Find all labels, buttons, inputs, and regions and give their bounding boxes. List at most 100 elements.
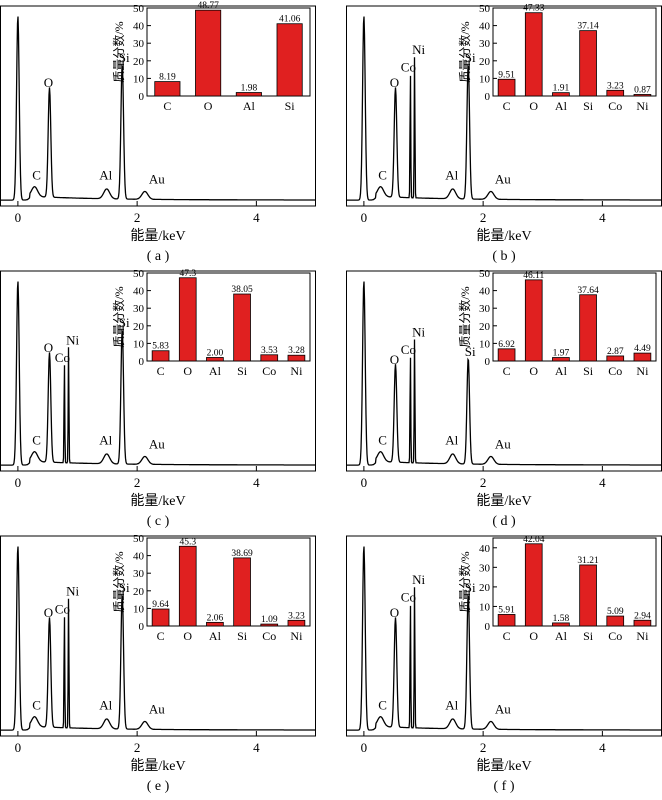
panel-e: 0 2 4能量/keV( e )CO CoNiAlSiAu01020304050质量分… [0, 533, 316, 794]
peak-label-au: Au [149, 436, 165, 451]
bar-value-label-c: 5.91 [498, 605, 515, 615]
bar-value-label-si: 37.64 [577, 286, 599, 296]
bar-value-label-si: 31.21 [577, 556, 599, 566]
inset-x-tick-label: C [503, 364, 511, 378]
bar-c [497, 348, 516, 362]
bar-value-label-ni: 3.28 [288, 346, 305, 356]
bar-si [233, 557, 251, 627]
bar-value-label-co: 1.09 [261, 615, 278, 625]
peak-label-o: O [44, 340, 53, 355]
bar-value-label-o: 46.11 [523, 271, 544, 281]
peak-label-c: C [32, 167, 41, 182]
peak-label-co: Co [55, 350, 70, 365]
inset-y-tick-label: 10 [133, 603, 145, 615]
bar-co [260, 354, 279, 362]
inset-y-tick-label: 50 [479, 3, 491, 15]
peak-label-co: Co [401, 590, 416, 605]
peak-label-co: Co [401, 60, 416, 75]
x-tick-label: 0 [15, 475, 22, 490]
inset-x-tick-label: Si [583, 99, 594, 113]
inset-y-tick-label: 40 [479, 543, 491, 555]
bar-value-label-al: 1.91 [553, 84, 570, 94]
peak-label-ni: Ni [66, 332, 79, 347]
plot-frame [0, 270, 316, 472]
peak-label-si: Si [465, 580, 476, 595]
inset-frame [492, 537, 657, 627]
bar-al [235, 92, 262, 97]
peak-label-ni: Ni [66, 584, 79, 599]
inset-bar-chart: 0 10 20 30 40 50 质量分数/% 6.92 C 46.11 O 1.97 Al 37.64 S… [457, 268, 657, 378]
eds-spectrum-line [347, 16, 661, 201]
inset-x-tick-label: Si [583, 364, 594, 378]
x-tick-label: 4 [599, 475, 606, 490]
peak-label-al: Al [99, 167, 112, 182]
peak-label-au: Au [495, 436, 511, 451]
inset-y-tick-label: 50 [133, 3, 145, 15]
bar-o [524, 279, 543, 362]
bar-o [178, 277, 197, 362]
bar-value-label-co: 5.09 [607, 607, 624, 617]
inset-y-axis-label: 质量分数/% [457, 21, 472, 82]
bar-value-label-o: 47.3 [179, 269, 196, 279]
panel-b: 0 2 4能量/keV( b )COCoNiAlSiAu01020304050质量分… [346, 3, 662, 264]
inset-y-tick-label: 40 [479, 286, 491, 298]
x-tick-label: 4 [253, 210, 260, 225]
bar-value-label-ni: 4.49 [634, 344, 651, 354]
peak-label-c: C [378, 432, 387, 447]
bar-value-label-c: 5.83 [152, 342, 169, 352]
inset-x-tick-label: C [503, 629, 511, 643]
eds-spectrum-line [1, 546, 315, 731]
inset-x-tick-label: Co [608, 99, 622, 113]
x-axis-label: 能量/keV [476, 758, 531, 774]
bar-o [178, 545, 197, 627]
x-tick-label: 4 [599, 740, 606, 755]
inset-y-tick-label: 50 [479, 268, 491, 280]
peak-label-au: Au [149, 171, 165, 186]
panel-label: ( f ) [494, 779, 515, 794]
x-tick-label: 0 [361, 210, 368, 225]
inset-y-tick-label: 0 [139, 91, 145, 103]
panel-f: 0 2 4能量/keV( f )COCoNiAlSiAu010203040质量分数/… [346, 535, 662, 794]
inset-y-tick-label: 20 [479, 582, 491, 594]
inset-x-tick-label: Si [237, 364, 248, 378]
bar-al [206, 357, 224, 362]
inset-y-tick-label: 0 [485, 91, 491, 103]
bar-al [206, 621, 224, 627]
peak-label-au: Au [149, 701, 165, 716]
peak-label-co: Co [55, 601, 70, 616]
inset-y-tick-label: 20 [479, 56, 491, 68]
inset-x-tick-label: Al [209, 629, 222, 643]
inset-y-axis-label: 质量分数/% [111, 286, 126, 347]
bar-c [154, 81, 181, 97]
inset-x-tick-label: Co [608, 364, 622, 378]
x-axis-label: 能量/keV [476, 493, 531, 509]
inset-y-tick-label: 30 [479, 562, 491, 574]
inset-y-tick-label: 30 [133, 303, 145, 315]
inset-bar-chart: 0 10 20 30 40 50 质量分数/% 9.51 C 47.33 O 1.91 Al 37.14 S… [457, 3, 657, 113]
panel-label: ( d ) [492, 514, 516, 529]
inset-x-tick-label: Co [262, 629, 276, 643]
bar-value-label-al: 1.97 [553, 349, 570, 359]
bar-value-label-si: 41.06 [279, 15, 301, 25]
peak-label-al: Al [445, 432, 458, 447]
eds-spectrum-line [1, 281, 315, 466]
inset-x-tick-label: Al [243, 99, 256, 113]
bar-value-label-c: 9.51 [498, 70, 515, 80]
bar-value-label-ni: 3.23 [288, 611, 305, 621]
x-tick-label: 2 [134, 740, 141, 755]
bar-value-label-c: 6.92 [498, 340, 515, 350]
inset-y-tick-label: 10 [133, 338, 145, 350]
x-tick-label: 0 [361, 475, 368, 490]
peak-label-c: C [32, 432, 41, 447]
bar-value-label-o: 45.3 [179, 537, 196, 547]
inset-y-tick-label: 0 [485, 356, 491, 368]
inset-frame [146, 272, 311, 362]
peak-label-o: O [44, 75, 53, 90]
plot-frame [0, 5, 316, 207]
bar-o [524, 543, 543, 627]
eds-spectrum-line [347, 281, 661, 466]
peak-label-si: Si [465, 344, 476, 359]
bar-value-label-co: 3.23 [607, 81, 624, 91]
peak-label-al: Al [445, 697, 458, 712]
inset-x-tick-label: O [529, 364, 538, 378]
